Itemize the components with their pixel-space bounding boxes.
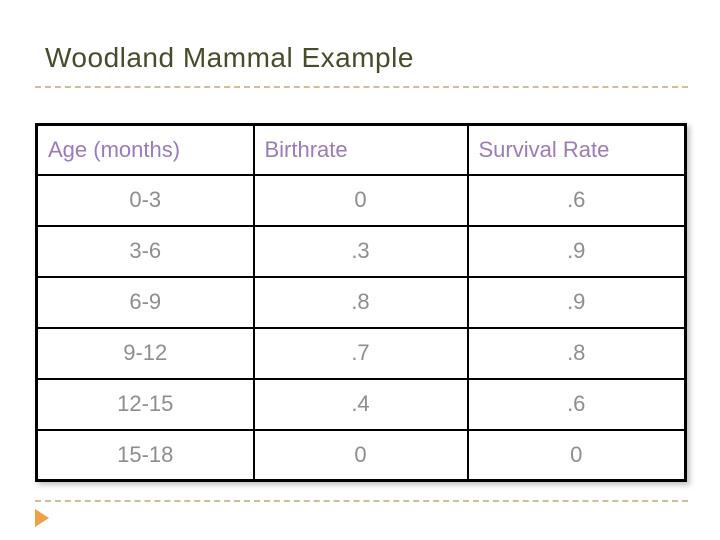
table-cell: .9 bbox=[466, 224, 687, 278]
column-header-age: Age (months) bbox=[35, 123, 255, 176]
slide-title: Woodland Mammal Example bbox=[45, 42, 414, 73]
table-cell: 3-6 bbox=[35, 224, 255, 278]
table-cell: 9-12 bbox=[35, 326, 255, 380]
table-cell: 6-9 bbox=[35, 275, 255, 329]
play-arrow-icon bbox=[35, 509, 49, 527]
table-cell: 12-15 bbox=[35, 377, 255, 431]
table-cell: .6 bbox=[466, 173, 687, 227]
mammal-data-table: Age (months) Birthrate Survival Rate 0-3… bbox=[35, 123, 687, 482]
table-row: 9-12 .7 .8 bbox=[35, 326, 687, 380]
table-header-row: Age (months) Birthrate Survival Rate bbox=[35, 123, 687, 176]
table-cell: 15-18 bbox=[35, 428, 255, 482]
table-cell: .7 bbox=[252, 326, 469, 380]
table-cell: .4 bbox=[252, 377, 469, 431]
table-cell: 0 bbox=[252, 428, 469, 482]
title-divider bbox=[35, 86, 688, 88]
table-cell: .8 bbox=[466, 326, 687, 380]
column-header-survival-rate: Survival Rate bbox=[466, 123, 687, 176]
table-row: 12-15 .4 .6 bbox=[35, 377, 687, 431]
table-row: 3-6 .3 .9 bbox=[35, 224, 687, 278]
table-cell: .6 bbox=[466, 377, 687, 431]
table-row: 6-9 .8 .9 bbox=[35, 275, 687, 329]
table-row: 0-3 0 .6 bbox=[35, 173, 687, 227]
table-cell: 0 bbox=[252, 173, 469, 227]
column-header-birthrate: Birthrate bbox=[252, 123, 469, 176]
table-cell: 0 bbox=[466, 428, 687, 482]
table-cell: .3 bbox=[252, 224, 469, 278]
table-cell: .9 bbox=[466, 275, 687, 329]
table-cell: 0-3 bbox=[35, 173, 255, 227]
table-cell: .8 bbox=[252, 275, 469, 329]
footer-divider bbox=[35, 500, 688, 502]
table-row: 15-18 0 0 bbox=[35, 428, 687, 482]
